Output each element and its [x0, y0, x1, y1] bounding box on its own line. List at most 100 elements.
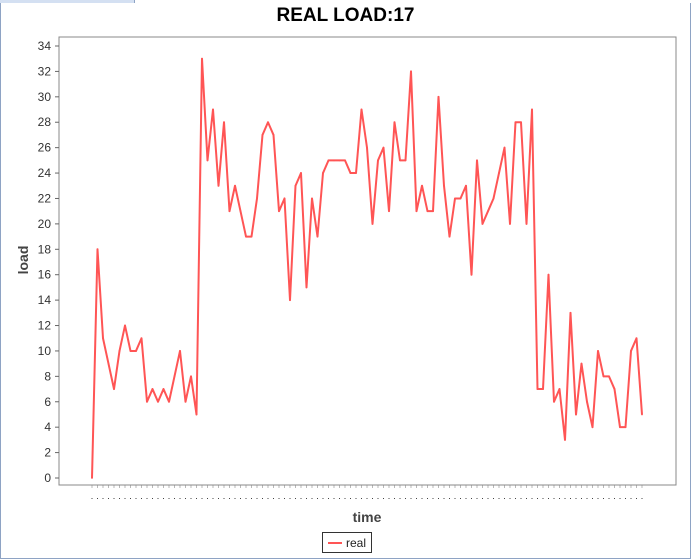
data-point [245, 235, 247, 238]
data-point [586, 400, 588, 403]
x-tick-label [471, 498, 472, 499]
data-point [591, 426, 594, 429]
data-point [531, 108, 533, 111]
y-tick-label: 32 [38, 64, 52, 78]
x-tick-label [559, 498, 560, 499]
x-tick-label [454, 498, 456, 499]
y-tick-label: 22 [38, 191, 52, 205]
data-point [283, 197, 286, 200]
data-point [448, 235, 451, 238]
x-tick-label [284, 498, 285, 499]
data-point [476, 159, 478, 162]
x-tick-label [267, 498, 269, 499]
data-point [415, 210, 418, 213]
data-point [503, 146, 506, 149]
x-tick-label [432, 498, 434, 499]
data-point [459, 197, 462, 200]
data-point [360, 108, 363, 111]
x-tick-label [603, 498, 604, 499]
y-tick-label: 16 [38, 268, 52, 282]
x-tick-label [592, 498, 593, 499]
data-point [399, 159, 401, 162]
y-tick-label: 14 [38, 293, 52, 307]
x-tick-label [586, 498, 588, 499]
data-point [514, 121, 517, 124]
y-tick-label: 12 [38, 319, 52, 333]
x-tick-label [300, 498, 302, 499]
x-tick-label [421, 498, 423, 499]
x-tick-label [443, 498, 445, 499]
x-tick-label [207, 498, 208, 499]
x-tick-label [201, 498, 203, 499]
x-tick-label [641, 498, 643, 499]
data-point [624, 426, 627, 429]
x-tick-label [498, 498, 500, 499]
data-point [91, 477, 93, 479]
y-axis-label: load [15, 246, 31, 275]
legend-label-real: real [346, 535, 367, 550]
x-tick-label [113, 498, 115, 499]
data-point [179, 350, 181, 352]
x-tick-label [344, 498, 346, 499]
data-point [608, 375, 610, 378]
data-point [470, 273, 473, 276]
x-tick-label [355, 498, 357, 499]
data-point [349, 172, 352, 174]
data-point [234, 184, 236, 187]
x-tick-label [449, 498, 450, 499]
x-tick-label [234, 498, 236, 499]
data-point [492, 197, 495, 200]
x-tick-label [251, 498, 252, 499]
data-point [410, 70, 412, 73]
x-tick-label [564, 498, 566, 499]
active-tab[interactable] [0, 0, 135, 3]
x-tick-label [333, 498, 335, 499]
y-tick-label: 26 [38, 141, 52, 155]
data-point [454, 197, 456, 200]
x-tick-label [130, 498, 131, 499]
x-tick-label [636, 498, 637, 499]
data-point [344, 159, 346, 162]
x-tick-label [526, 498, 527, 499]
x-tick-label [487, 498, 489, 499]
x-tick-label [102, 498, 104, 499]
x-tick-label [295, 498, 296, 499]
plot-area [58, 36, 677, 486]
data-point [261, 134, 264, 136]
data-point [311, 197, 313, 200]
data-point [564, 438, 566, 441]
data-point [443, 184, 445, 187]
data-point [168, 400, 170, 403]
data-point [228, 210, 231, 213]
data-point [289, 299, 291, 302]
data-point [300, 172, 302, 174]
legend: real [322, 532, 373, 553]
y-tick-label: 20 [38, 217, 52, 231]
x-tick-label [372, 498, 373, 499]
x-tick-label [317, 498, 318, 499]
y-tick-label: 0 [44, 471, 51, 485]
data-point [575, 413, 577, 416]
x-tick-label [163, 498, 164, 499]
x-tick-label [537, 498, 538, 499]
data-point [118, 350, 121, 352]
x-tick-label [630, 498, 632, 499]
data-point [316, 235, 319, 238]
y-tick-label: 4 [44, 420, 51, 434]
x-tick-label [273, 498, 274, 499]
x-tick-label [306, 498, 307, 499]
y-tick-label: 10 [38, 344, 52, 358]
x-tick-label [509, 498, 511, 499]
data-point [239, 210, 242, 213]
data-point [272, 134, 275, 136]
data-point [426, 210, 429, 213]
data-point [338, 159, 341, 162]
data-point [206, 159, 209, 162]
data-point [377, 159, 379, 162]
data-point [212, 108, 214, 111]
x-tick-label [135, 498, 137, 499]
x-tick-label [212, 498, 214, 499]
x-tick-label [223, 498, 225, 499]
data-point [558, 388, 561, 390]
x-tick-label [124, 498, 126, 499]
